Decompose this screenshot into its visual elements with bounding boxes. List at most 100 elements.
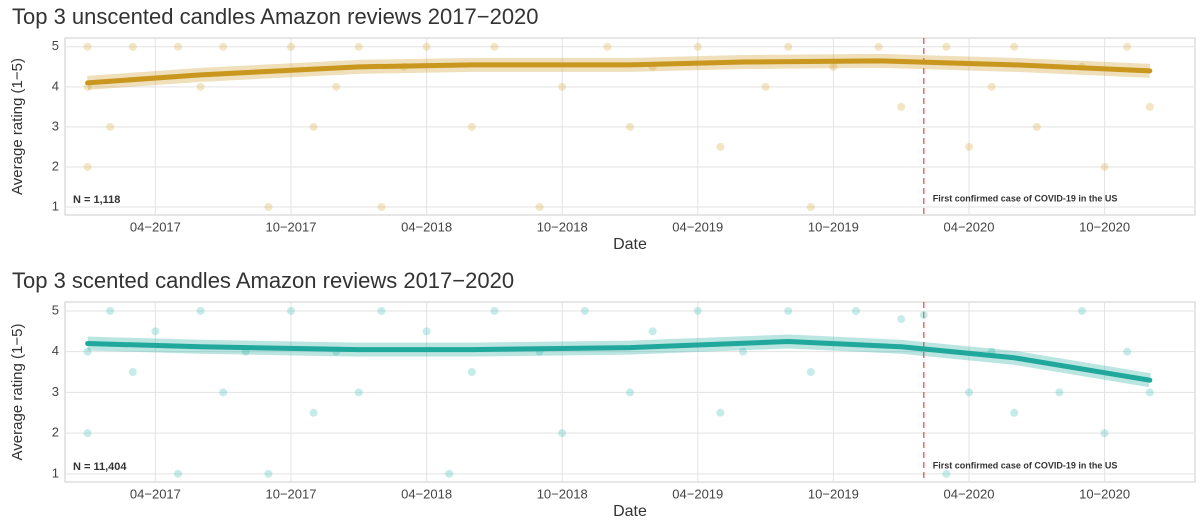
review-point bbox=[151, 327, 160, 336]
review-point bbox=[287, 42, 295, 51]
review-point bbox=[332, 82, 341, 91]
x-tick-label: 04−2020 bbox=[944, 219, 995, 234]
chart-title: Top 3 unscented candles Amazon reviews 2… bbox=[12, 4, 539, 29]
review-point bbox=[287, 306, 295, 315]
y-tick-label: 4 bbox=[52, 343, 59, 358]
review-point bbox=[897, 315, 906, 324]
review-point bbox=[784, 306, 793, 315]
review-point bbox=[467, 122, 476, 131]
review-point bbox=[852, 306, 860, 315]
x-tick-label: 10−2017 bbox=[266, 486, 317, 501]
y-axis-label: Average rating (1−5) bbox=[9, 324, 26, 461]
review-point bbox=[264, 202, 273, 211]
review-point bbox=[445, 469, 454, 478]
review-point bbox=[83, 42, 92, 51]
y-tick-label: 1 bbox=[52, 198, 59, 213]
chart-title: Top 3 scented candles Amazon reviews 201… bbox=[12, 268, 514, 293]
review-point bbox=[739, 347, 747, 356]
y-tick-label: 2 bbox=[52, 158, 59, 173]
y-tick-label: 5 bbox=[52, 38, 59, 53]
annotation: First confirmed case of COVID-19 in the … bbox=[933, 193, 1118, 203]
review-point bbox=[648, 327, 657, 336]
review-point bbox=[1055, 388, 1064, 397]
review-point bbox=[83, 162, 92, 171]
review-point bbox=[693, 42, 702, 51]
y-tick-label: 5 bbox=[52, 302, 59, 317]
review-point bbox=[1100, 429, 1109, 438]
x-tick-label: 04−2018 bbox=[401, 219, 452, 234]
review-point bbox=[106, 306, 115, 315]
x-axis-label: Date bbox=[613, 503, 647, 520]
review-point bbox=[309, 122, 318, 131]
review-point bbox=[919, 311, 928, 320]
trend-line bbox=[85, 339, 1153, 383]
review-point bbox=[219, 42, 228, 51]
review-point bbox=[806, 368, 815, 377]
x-axis-label: Date bbox=[613, 236, 647, 253]
review-point bbox=[716, 142, 725, 151]
review-point bbox=[377, 306, 386, 315]
review-point bbox=[558, 429, 567, 438]
review-point bbox=[603, 42, 612, 51]
review-point bbox=[422, 327, 431, 336]
review-point bbox=[490, 42, 499, 51]
review-point bbox=[580, 306, 589, 315]
review-point bbox=[196, 306, 205, 315]
review-point bbox=[128, 42, 137, 51]
review-point bbox=[942, 42, 951, 51]
review-point bbox=[467, 368, 476, 377]
review-point bbox=[1145, 388, 1154, 397]
review-point bbox=[1145, 102, 1154, 111]
y-axis-label: Average rating (1−5) bbox=[9, 58, 26, 195]
review-point bbox=[897, 102, 906, 111]
review-point bbox=[806, 202, 815, 211]
review-point bbox=[196, 82, 205, 91]
y-tick-label: 1 bbox=[52, 465, 59, 480]
review-point bbox=[1010, 408, 1019, 417]
review-point bbox=[1078, 306, 1086, 315]
review-point bbox=[987, 82, 996, 91]
x-tick-label: 04−2017 bbox=[130, 219, 181, 234]
review-point bbox=[942, 469, 951, 478]
review-point bbox=[83, 347, 92, 356]
annotation: First confirmed case of COVID-19 in the … bbox=[933, 460, 1118, 470]
review-point bbox=[874, 42, 883, 51]
review-point bbox=[829, 62, 838, 71]
review-point bbox=[716, 408, 725, 417]
x-tick-label: 10−2017 bbox=[266, 219, 317, 234]
review-point bbox=[354, 42, 363, 51]
x-tick-label: 10−2019 bbox=[808, 219, 859, 234]
y-tick-label: 4 bbox=[52, 78, 59, 93]
review-point bbox=[1100, 162, 1109, 171]
x-tick-label: 10−2018 bbox=[537, 219, 588, 234]
review-point bbox=[535, 202, 544, 211]
trend-line bbox=[85, 58, 1153, 86]
x-tick-label: 10−2019 bbox=[808, 486, 859, 501]
review-point bbox=[309, 408, 318, 417]
x-tick-label: 04−2020 bbox=[944, 486, 995, 501]
review-point bbox=[761, 82, 770, 91]
review-point bbox=[965, 388, 973, 397]
x-tick-label: 10−2020 bbox=[1079, 486, 1130, 501]
x-tick-label: 04−2018 bbox=[401, 486, 452, 501]
x-tick-label: 10−2020 bbox=[1079, 219, 1130, 234]
review-point bbox=[83, 429, 92, 438]
review-point bbox=[1010, 42, 1019, 51]
x-tick-label: 04−2017 bbox=[130, 486, 181, 501]
review-point bbox=[965, 142, 973, 151]
review-point bbox=[219, 388, 228, 397]
review-point bbox=[377, 202, 386, 211]
y-tick-label: 2 bbox=[52, 425, 59, 440]
review-point bbox=[558, 82, 567, 91]
review-point bbox=[626, 388, 634, 397]
review-point bbox=[128, 368, 137, 377]
review-point bbox=[1123, 42, 1132, 51]
review-point bbox=[422, 42, 431, 51]
review-point bbox=[106, 122, 115, 131]
x-tick-label: 04−2019 bbox=[672, 219, 723, 234]
review-point bbox=[174, 42, 182, 51]
y-tick-label: 3 bbox=[52, 384, 59, 399]
y-tick-label: 3 bbox=[52, 118, 59, 133]
review-point bbox=[626, 122, 634, 131]
